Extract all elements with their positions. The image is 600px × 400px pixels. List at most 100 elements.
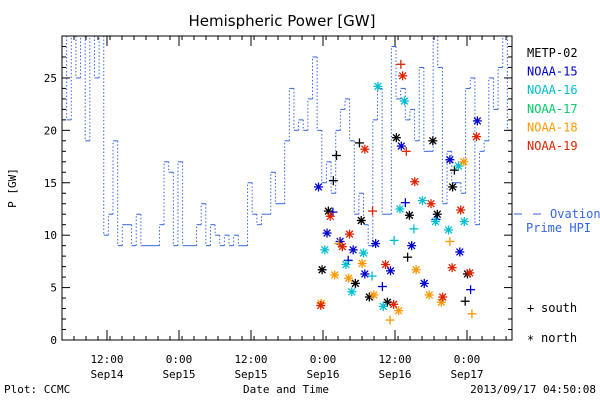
north-marker	[357, 258, 367, 268]
north-marker	[360, 269, 370, 279]
marker-stroke	[398, 71, 407, 80]
legend-entry: NOAA-17	[527, 102, 578, 116]
marker-stroke	[386, 266, 395, 275]
marker-stroke	[396, 205, 404, 213]
plot-frame	[61, 35, 513, 341]
north-marker	[465, 268, 475, 278]
north-marker	[386, 266, 395, 276]
legend: METP-02 NOAA-15 NOAA-16 NOAA-17 NOAA-18 NOAA-…	[527, 46, 578, 153]
south-marker	[332, 151, 341, 161]
marker-stroke	[345, 230, 354, 238]
south-marker	[401, 146, 411, 156]
south-marker	[466, 285, 476, 295]
marker-stroke	[433, 210, 442, 219]
x-tick-date: Sep16	[306, 368, 339, 381]
marker-stroke	[371, 239, 380, 248]
marker-stroke	[359, 249, 368, 257]
north-marker	[459, 157, 469, 167]
south-marker	[389, 235, 399, 245]
chart-title: Hemispheric Power [GW]	[189, 12, 376, 30]
marker-stroke	[370, 291, 378, 299]
marker-stroke	[431, 217, 440, 226]
x-tick-time: 0:00	[310, 353, 337, 366]
north-marker	[394, 306, 404, 316]
north-marker	[325, 211, 335, 221]
north-marker	[432, 209, 442, 219]
marker-stroke	[448, 263, 456, 272]
south-marker	[377, 282, 387, 292]
marker-stroke	[330, 271, 339, 279]
y-axis-label: P [GW]	[6, 168, 19, 208]
north-marker	[417, 196, 427, 206]
marker-stroke	[326, 212, 335, 221]
north-marker	[360, 144, 370, 154]
north-marker	[369, 290, 379, 300]
north-marker	[320, 245, 330, 255]
legend-entry: METP-02	[527, 46, 578, 60]
footer-credit: Plot: CCMC	[4, 383, 70, 396]
marker-stroke	[314, 183, 323, 191]
marker-stroke	[418, 196, 427, 205]
y-tick-label: 0	[50, 334, 57, 347]
north-symbol: *	[527, 333, 534, 347]
north-marker	[391, 133, 401, 143]
south-marker	[367, 271, 377, 281]
north-marker	[448, 182, 458, 192]
north-marker	[347, 287, 357, 297]
x-axis-label: Date and Time	[243, 383, 329, 396]
marker-stroke	[420, 279, 429, 288]
north-label: north	[541, 331, 577, 345]
ovation-legend-label-1: Ovation	[550, 207, 600, 221]
x-tick-date: Sep16	[378, 368, 411, 381]
marker-stroke	[342, 260, 350, 269]
marker-stroke	[437, 298, 446, 307]
legend-entry: NOAA-15	[527, 65, 578, 79]
marker-stroke	[448, 183, 457, 191]
marker-stroke	[323, 229, 331, 237]
north-marker	[373, 81, 383, 91]
marker-stroke	[472, 132, 481, 141]
ovation-legend: Ovation Prime HPI	[514, 207, 600, 235]
y-tick-label: 10	[44, 229, 57, 242]
legend-entry: NOAA-16	[527, 83, 578, 97]
x-tick-date: Sep15	[162, 368, 195, 381]
north-marker	[407, 241, 417, 251]
north-marker	[345, 229, 355, 239]
marker-stroke	[316, 301, 325, 310]
north-marker	[378, 301, 388, 311]
marker-stroke	[349, 246, 357, 254]
north-marker	[456, 205, 466, 215]
marker-stroke	[428, 136, 437, 145]
north-marker	[348, 245, 358, 255]
south-marker	[403, 252, 413, 262]
marker-stroke	[374, 82, 382, 91]
marker-stroke	[405, 211, 414, 220]
north-marker	[359, 248, 368, 258]
marker-stroke	[392, 133, 401, 142]
marker-stroke	[344, 274, 353, 282]
north-marker	[426, 199, 436, 209]
north-marker	[411, 265, 421, 275]
marker-stroke	[425, 291, 434, 299]
marker-stroke	[473, 117, 482, 125]
observation-points	[314, 59, 482, 325]
marker-stroke	[455, 248, 464, 256]
north-marker	[337, 242, 347, 252]
ovation-series	[62, 35, 512, 247]
north-marker	[322, 228, 332, 238]
y-tick-label: 15	[44, 177, 57, 190]
north-marker	[404, 210, 414, 220]
y-tick-label: 25	[44, 72, 57, 85]
marker-stroke	[361, 270, 369, 278]
north-marker	[398, 71, 408, 81]
x-tick-date: Sep14	[90, 368, 123, 381]
north-marker	[455, 247, 465, 257]
north-marker	[410, 177, 420, 187]
north-marker	[395, 204, 405, 214]
north-marker	[381, 260, 391, 270]
south-marker	[354, 138, 364, 148]
marker-stroke	[407, 241, 416, 250]
marker-stroke	[318, 265, 326, 274]
north-marker	[453, 161, 463, 171]
